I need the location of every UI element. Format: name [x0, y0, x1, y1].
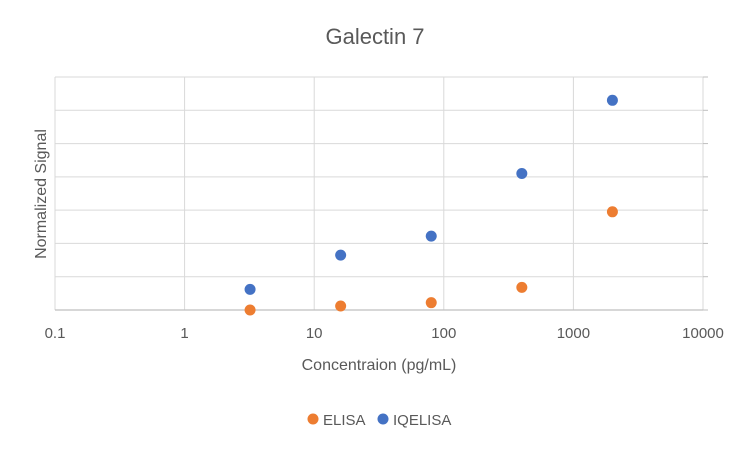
- point-elisa: [335, 300, 347, 312]
- legend-marker-iqelisa: [377, 413, 389, 425]
- point-iqelisa: [425, 230, 437, 242]
- point-elisa: [425, 297, 437, 309]
- x-tick-label: 10: [306, 325, 323, 342]
- x-tick-label: 0.1: [45, 325, 66, 342]
- data-points: [244, 94, 618, 316]
- point-elisa: [516, 281, 528, 293]
- legend: ELISA IQELISA: [307, 412, 451, 429]
- legend-label-elisa: ELISA: [323, 412, 366, 429]
- x-tick-label: 10000: [682, 325, 724, 342]
- x-tick-label: 100: [431, 325, 456, 342]
- legend-label-iqelisa: IQELISA: [393, 412, 451, 429]
- y-axis-label: Normalized Signal: [33, 129, 50, 259]
- point-elisa: [244, 304, 256, 316]
- x-axis-label: Concentraion (pg/mL): [302, 357, 457, 374]
- x-tick-label: 1000: [557, 325, 590, 342]
- grid-lines: [54, 76, 704, 310]
- axes: [55, 76, 708, 311]
- point-iqelisa: [335, 249, 347, 261]
- x-tick-label: 1: [180, 325, 188, 342]
- point-iqelisa: [516, 168, 528, 180]
- point-iqelisa: [606, 94, 618, 106]
- chart-title: Galectin 7: [325, 24, 424, 49]
- legend-marker-elisa: [307, 413, 319, 425]
- x-tick-labels: 0.1 1 10 100 1000 10000: [45, 325, 724, 342]
- point-iqelisa: [244, 283, 256, 295]
- point-elisa: [606, 206, 618, 218]
